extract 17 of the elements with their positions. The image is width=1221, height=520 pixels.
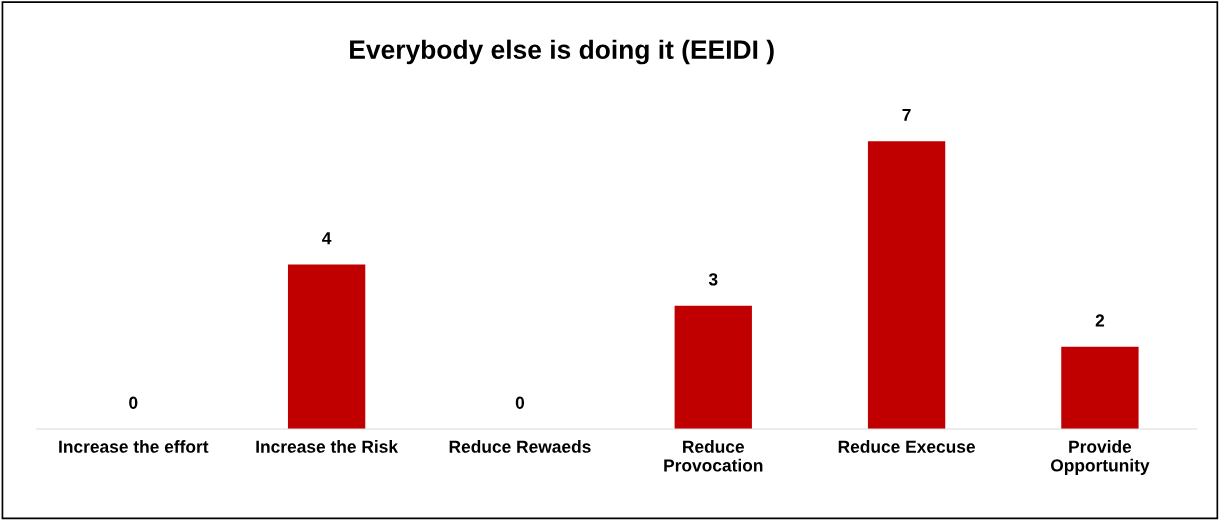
bar [674, 305, 752, 429]
bar [287, 264, 366, 429]
x-tick-label: Provide Opportunity [1050, 440, 1150, 475]
bar [1061, 346, 1139, 429]
data-label: 0 [515, 396, 525, 409]
chart-title: Everybody else is doing it (EEIDI ) [350, 39, 774, 65]
data-label: 0 [129, 396, 138, 409]
data-label: 3 [708, 273, 718, 286]
bar [867, 141, 946, 429]
data-label: 4 [322, 232, 332, 245]
x-tick-label: Reduce Rewaeds [449, 440, 591, 453]
data-label: 2 [1095, 314, 1105, 327]
x-tick-label: Reduce Execuse [838, 440, 975, 453]
x-tick-label: Increase the Risk [256, 440, 399, 453]
data-label: 7 [902, 108, 911, 121]
x-tick-label: Reduce Provocation [664, 440, 763, 472]
x-tick-label: Increase the effort [59, 440, 209, 453]
